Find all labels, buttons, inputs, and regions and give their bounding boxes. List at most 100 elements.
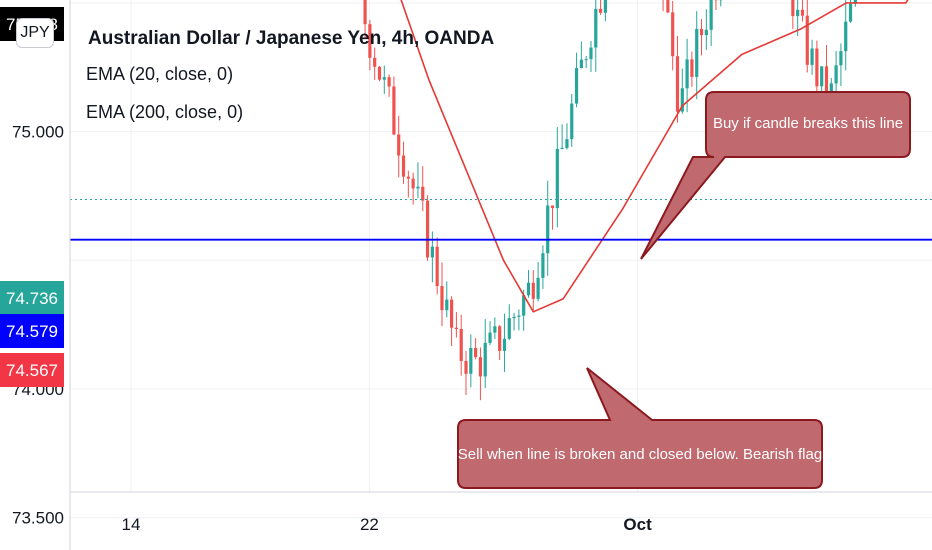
candle [387,74,391,97]
candle [502,313,507,372]
price-tag-label: 74.567 [6,361,58,380]
candle-body [531,282,535,299]
drawing-layer[interactable] [70,0,932,241]
candle [416,162,420,199]
candle-body [844,21,848,52]
candle [421,166,425,212]
candle [589,40,593,72]
candle [598,0,603,15]
candle-body [685,59,689,89]
candle [820,66,824,95]
candle-body [483,342,487,377]
candle-body [820,66,824,87]
candle-body [699,28,704,36]
candle-body [550,205,555,209]
candle [478,347,483,401]
candle-body [584,59,588,61]
candle-body [675,56,680,112]
candle [445,281,449,318]
candle-body [671,12,675,57]
candle-body [796,9,800,17]
ema20-legend[interactable]: EMA (20, close, 0) [86,64,233,84]
candle [791,0,795,30]
ema200-legend[interactable]: EMA (200, close, 0) [86,102,243,122]
candle-body [368,24,372,58]
candle [796,0,800,36]
candle [675,35,680,123]
candle [541,245,545,290]
candle-body [435,246,439,287]
candle-body [805,15,809,65]
x-tick-label: Oct [623,515,652,534]
candle [483,319,487,389]
candle [517,309,521,331]
candle [531,270,535,311]
candle-body [392,86,396,135]
candle [382,65,386,94]
price-tag: 74.579 [0,314,64,348]
ema20-line [400,0,909,313]
candle-body [416,186,420,189]
candle [536,261,540,302]
candle [719,0,723,7]
candle [454,312,458,338]
candle [550,205,555,230]
candle-body [425,200,430,258]
candle-body [791,0,795,17]
buy-callout-text: Buy if candle breaks this line [713,115,903,132]
sell-callout[interactable]: Sell when line is broken and closed belo… [457,367,823,489]
price-tag-label: 74.736 [6,289,58,308]
price-tag-box [0,353,64,387]
sell-callout-bubble[interactable] [457,367,823,489]
candle-body [373,57,377,67]
candle-body [680,88,684,112]
candle [493,317,497,339]
candle-body [387,77,391,87]
candle [425,195,430,261]
candle-body [421,186,425,201]
candle [435,237,439,295]
candle [671,1,675,71]
candle [469,334,473,388]
candle-body [454,327,458,330]
candle-body [704,29,708,36]
candle-body [536,277,540,299]
candle-body [507,318,511,339]
candle-body [541,253,545,278]
candle-body [512,316,516,319]
candle-body [411,178,415,189]
candle-body [502,338,507,351]
candle [368,19,372,71]
buy-callout[interactable]: Buy if candle breaks this line [640,91,911,260]
candle [555,127,559,228]
candle [363,0,367,39]
candle-body [603,0,607,13]
candle-body [401,155,406,177]
candle-body [690,59,694,77]
x-tick-label: 14 [122,515,141,534]
candle [570,94,574,147]
candle [805,0,809,73]
candle-body [810,48,814,65]
buy-callout-bubble[interactable] [640,91,911,260]
candle-body [546,205,550,254]
chart-title: Australian Dollar / Japanese Yen, 4h, OA… [88,28,494,49]
candle-body [445,299,449,311]
candle [603,0,607,22]
candle-body [493,326,497,333]
grid-layer [70,0,932,519]
candle-body [517,315,521,317]
candle [709,0,713,47]
candle [397,115,401,178]
currency-button[interactable]: JPY [16,18,54,48]
candle-body [589,47,593,60]
candle [579,41,583,69]
time-axis[interactable]: 1422Oct1220Nov [69,0,932,550]
candle [546,180,550,276]
price-tag: 74.567 [0,353,64,387]
candle-body [853,0,857,4]
candle [810,39,814,75]
